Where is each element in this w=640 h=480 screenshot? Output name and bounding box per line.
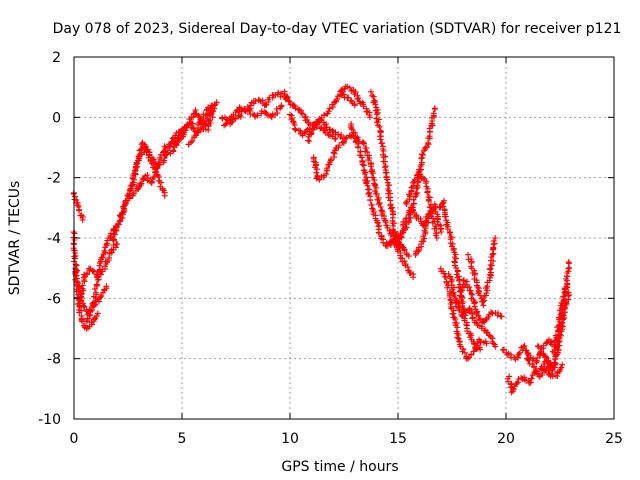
- x-tick-labels: 0 5 10 15 20 25: [70, 431, 623, 447]
- series-track: [367, 88, 402, 250]
- data-point-markers: [465, 235, 499, 309]
- data-point-markers: [126, 126, 185, 197]
- series-track: [70, 189, 87, 223]
- data-point-markers: [455, 277, 505, 326]
- data-points: [70, 83, 573, 396]
- series-track: [437, 265, 490, 362]
- data-point-markers: [367, 88, 402, 250]
- y-tick-label: -10: [38, 412, 61, 428]
- series-track: [412, 201, 445, 258]
- series-track: [465, 235, 499, 309]
- data-point-markers: [437, 265, 490, 362]
- y-tick-label: -8: [47, 352, 61, 368]
- axis-ticks: [73, 56, 615, 420]
- x-tick-label: 15: [389, 431, 407, 447]
- data-point-markers: [83, 183, 142, 325]
- data-point-markers: [436, 197, 484, 353]
- series-track: [436, 197, 484, 353]
- x-tick-label: 10: [281, 431, 299, 447]
- series-track: [549, 283, 570, 357]
- x-tick-label: 5: [178, 431, 187, 447]
- series-track: [126, 126, 185, 197]
- chart-title: Day 078 of 2023, Sidereal Day-to-day VTE…: [53, 21, 622, 37]
- data-point-markers: [337, 83, 373, 121]
- y-tick-label: -6: [47, 291, 61, 307]
- data-point-markers: [185, 102, 218, 148]
- data-point-markers: [70, 189, 87, 223]
- series-track: [221, 102, 285, 129]
- y-tick-label: 0: [52, 110, 61, 126]
- series-track: [499, 336, 559, 366]
- series-track: [135, 129, 188, 192]
- data-point-markers: [221, 102, 285, 129]
- data-point-markers: [412, 201, 445, 258]
- series-track: [337, 83, 373, 121]
- y-axis-label: SDTVAR / TECUs: [7, 181, 23, 296]
- data-point-markers: [499, 336, 559, 366]
- series-track: [178, 105, 218, 138]
- x-tick-label: 20: [497, 431, 515, 447]
- series-track: [83, 183, 142, 325]
- x-tick-label: 25: [605, 431, 623, 447]
- y-tick-label: -2: [47, 171, 61, 187]
- x-axis-label: GPS time / hours: [281, 459, 398, 475]
- series-track: [310, 138, 347, 183]
- y-tick-labels: -10 -8 -6 -4 -2 0 2: [38, 50, 61, 428]
- data-point-markers: [549, 283, 570, 357]
- series-track: [185, 102, 218, 148]
- data-point-markers: [310, 138, 347, 183]
- data-point-markers: [135, 129, 188, 192]
- x-tick-label: 0: [70, 431, 79, 447]
- y-tick-label: -4: [47, 231, 61, 247]
- y-tick-label: 2: [52, 50, 61, 66]
- data-point-markers: [347, 121, 417, 281]
- data-point-markers: [178, 105, 218, 138]
- series-track: [347, 121, 417, 281]
- series-track: [455, 277, 505, 326]
